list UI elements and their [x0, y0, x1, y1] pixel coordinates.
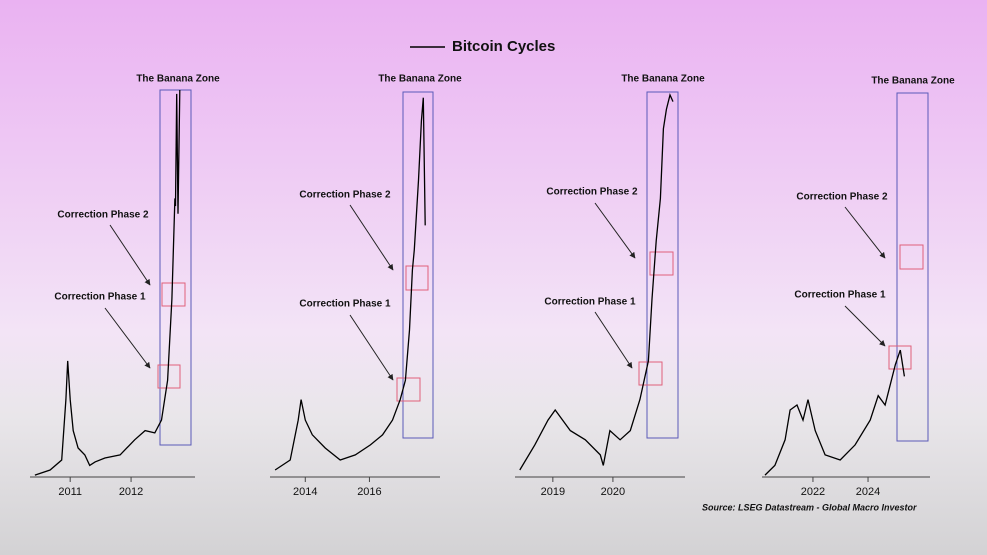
x-tick-label: 2012 — [119, 486, 143, 498]
x-tick-label: 2020 — [601, 486, 625, 498]
arrow — [104, 307, 151, 369]
phase-label: Correction Phase 2 — [546, 187, 638, 198]
price-line — [519, 93, 674, 471]
correction-box — [649, 251, 674, 276]
arrow — [594, 202, 636, 259]
zone-label: The Banana Zone — [621, 74, 705, 85]
arrow — [594, 311, 633, 369]
x-tick-label: 2022 — [801, 486, 825, 498]
banana-zone-box — [646, 91, 679, 439]
x-tick-label: 2011 — [58, 486, 82, 498]
arrow — [349, 204, 394, 271]
phase-label: Correction Phase 1 — [794, 290, 886, 301]
phase-label: Correction Phase 2 — [796, 192, 888, 203]
zone-label: The Banana Zone — [378, 74, 462, 85]
phase-label: Correction Phase 2 — [57, 210, 149, 221]
phase-label: Correction Phase 2 — [299, 190, 391, 201]
correction-box — [161, 282, 186, 307]
arrow — [844, 305, 886, 347]
correction-box — [396, 377, 421, 402]
correction-box — [899, 244, 924, 270]
price-line — [274, 97, 426, 471]
source-note: Source: LSEG Datastream - Global Macro I… — [702, 502, 917, 512]
price-line — [764, 349, 906, 476]
x-tick-label: 2016 — [357, 486, 381, 498]
zone-label: The Banana Zone — [871, 76, 955, 87]
x-tick-label: 2014 — [293, 486, 317, 498]
banana-zone-box — [896, 92, 929, 442]
arrow — [109, 224, 151, 286]
legend-label: Bitcoin Cycles — [452, 38, 555, 55]
banana-zone-box — [402, 91, 434, 439]
arrow — [844, 206, 886, 259]
correction-box — [888, 345, 912, 370]
phase-label: Correction Phase 1 — [54, 292, 146, 303]
phase-label: Correction Phase 1 — [299, 299, 391, 310]
arrow — [349, 314, 394, 381]
zone-label: The Banana Zone — [136, 74, 220, 85]
banana-zone-box — [159, 89, 192, 446]
price-line — [34, 89, 181, 476]
correction-box — [638, 361, 663, 386]
x-tick-label: 2024 — [856, 486, 880, 498]
phase-label: Correction Phase 1 — [544, 297, 636, 308]
x-tick-label: 2019 — [541, 486, 565, 498]
correction-box — [405, 265, 429, 291]
